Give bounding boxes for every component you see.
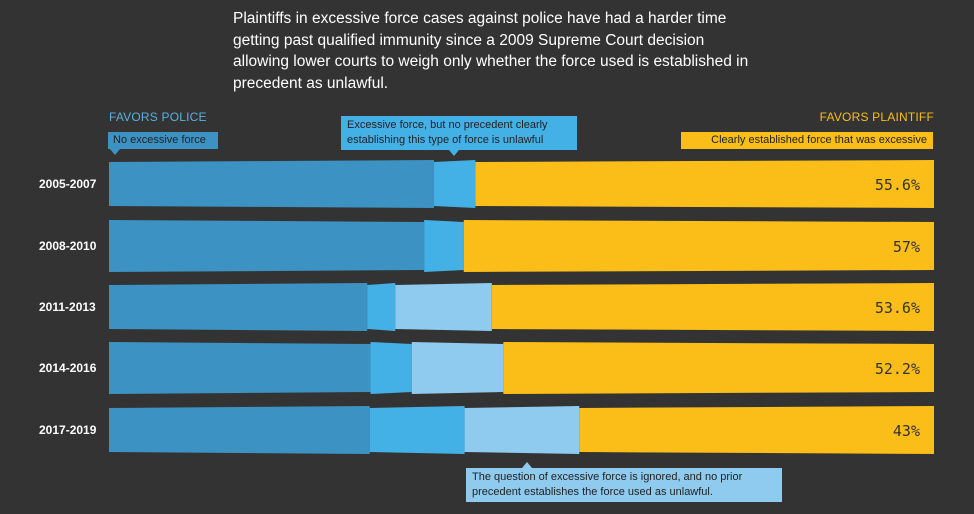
year-label: 2005-2007 xyxy=(39,177,97,191)
percent-label: 52.2% xyxy=(875,360,920,378)
percent-label: 57% xyxy=(893,238,920,256)
segment-question-ignored xyxy=(464,406,580,454)
favors-police-label: FAVORS POLICE xyxy=(109,110,207,124)
callout-question-ignored: The question of excessive force is ignor… xyxy=(466,462,782,502)
segment-clearly-established xyxy=(475,160,934,208)
segment-question-ignored xyxy=(395,283,492,331)
segment-clearly-established xyxy=(463,220,934,272)
percent-label: 55.6% xyxy=(875,176,920,194)
callout-no-excessive-force: No excessive force xyxy=(108,132,218,155)
percent-label: 43% xyxy=(893,422,920,440)
segment-no-excessive-force xyxy=(109,283,368,331)
segment-no-excessive-force xyxy=(109,160,435,208)
callout-clearly-established: Clearly established force that was exces… xyxy=(681,132,933,149)
callout-no-precedent: Excessive force, but no precedent clearl… xyxy=(341,116,577,156)
segment-clearly-established xyxy=(579,406,934,454)
year-label: 2014-2016 xyxy=(39,361,97,375)
segment-no-precedent xyxy=(434,160,476,208)
year-label: 2017-2019 xyxy=(39,423,97,437)
segment-no-precedent xyxy=(367,283,396,331)
chart-title: Plaintiffs in excessive force cases agai… xyxy=(233,10,749,92)
segment-clearly-established xyxy=(491,283,934,331)
segment-no-precedent xyxy=(369,406,465,454)
favors-plaintiff-label: FAVORS PLAINTIFF xyxy=(819,110,934,124)
segment-no-excessive-force xyxy=(109,406,370,454)
segment-no-excessive-force xyxy=(109,342,371,394)
segment-no-precedent xyxy=(424,220,464,272)
percent-label: 53.6% xyxy=(875,299,920,317)
segment-clearly-established xyxy=(503,342,934,394)
segment-question-ignored xyxy=(411,342,504,394)
year-label: 2008-2010 xyxy=(39,239,97,253)
segment-no-excessive-force xyxy=(109,220,425,272)
segment-no-precedent xyxy=(370,342,412,394)
year-label: 2011-2013 xyxy=(39,300,96,314)
